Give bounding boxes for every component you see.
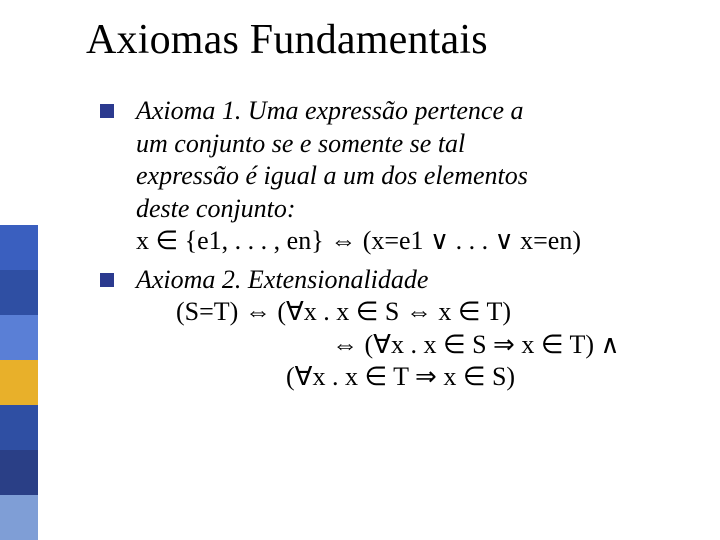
sidebar-accent (0, 225, 38, 540)
body-text: ⇔ (∀x . x ∈ S ⇒ x ∈ T) ∧ (136, 329, 690, 362)
body-text: um conjunto se e somente se tal (136, 128, 690, 161)
body-text: Axioma 1. Uma expressão pertence a (136, 95, 690, 128)
body-text: Axioma 2. Extensionalidade (136, 264, 690, 297)
sidebar-block (0, 405, 38, 450)
sidebar-block (0, 315, 38, 360)
body-text: (∀x . x ∈ T ⇒ x ∈ S) (136, 361, 690, 394)
body-text: expressão é igual a um dos elementos (136, 160, 690, 193)
bullet-item: Axioma 1. Uma expressão pertence a um co… (100, 95, 690, 258)
sidebar-block (0, 360, 38, 405)
sidebar-block (0, 450, 38, 495)
sidebar-block (0, 225, 38, 270)
body-text: x ∈ {e1, . . . , en} ⇔ (x=e1 ∨ . . . ∨ x… (136, 225, 690, 258)
sidebar-block (0, 495, 38, 540)
square-bullet-icon (100, 104, 114, 118)
sidebar-block (0, 270, 38, 315)
square-bullet-icon (100, 273, 114, 287)
slide: Axiomas Fundamentais Axioma 1. Uma expre… (0, 0, 720, 540)
slide-body: Axioma 1. Uma expressão pertence a um co… (100, 95, 690, 400)
bullet-item: Axioma 2. Extensionalidade (S=T) ⇔ (∀x .… (100, 264, 690, 394)
body-text: (S=T) ⇔ (∀x . x ∈ S ⇔ x ∈ T) (136, 296, 690, 329)
slide-title: Axiomas Fundamentais (86, 16, 488, 64)
body-text: deste conjunto: (136, 193, 690, 226)
